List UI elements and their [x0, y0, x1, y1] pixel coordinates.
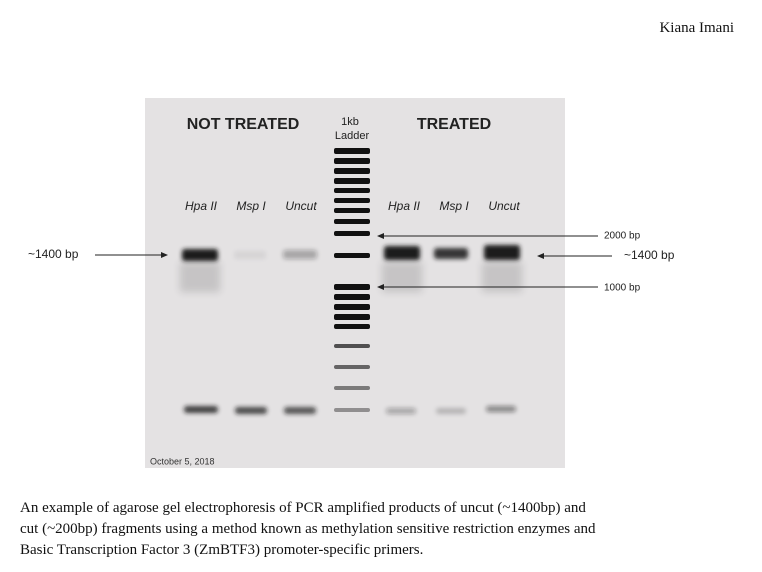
- marker-label: ~1400 bp: [624, 248, 675, 262]
- date: October 5, 2018: [150, 456, 215, 466]
- lane-label: Msp I: [439, 199, 469, 213]
- caption: An example of agarose gel electrophoresi…: [20, 498, 596, 561]
- marker-label: 1000 bp: [604, 283, 641, 294]
- lane-label: Hpa II: [388, 199, 421, 213]
- ladder-label: 1kb: [341, 116, 359, 128]
- ladder-bands: [334, 148, 370, 412]
- lane-label: Uncut: [488, 199, 520, 213]
- lane-label: Msp I: [236, 199, 266, 213]
- group-label: NOT TREATED: [187, 116, 300, 133]
- caption-line: cut (~200bp) fragments using a method kn…: [20, 521, 596, 537]
- marker-label: ~1400 bp: [28, 247, 79, 261]
- lane-label: Uncut: [285, 199, 317, 213]
- author: Kiana Imani: [659, 20, 734, 36]
- group-label: TREATED: [417, 116, 491, 133]
- lane-label: Hpa II: [185, 199, 218, 213]
- marker-label: 2000 bp: [604, 231, 641, 242]
- caption-line: Basic Transcription Factor 3 (ZmBTF3) pr…: [20, 542, 424, 558]
- caption-line: An example of agarose gel electrophoresi…: [20, 500, 586, 516]
- bands: [182, 245, 520, 414]
- ladder-label: Ladder: [335, 130, 370, 142]
- figure: NOT TREATED 1kb Ladder TREATED Hpa II Ms…: [28, 98, 675, 468]
